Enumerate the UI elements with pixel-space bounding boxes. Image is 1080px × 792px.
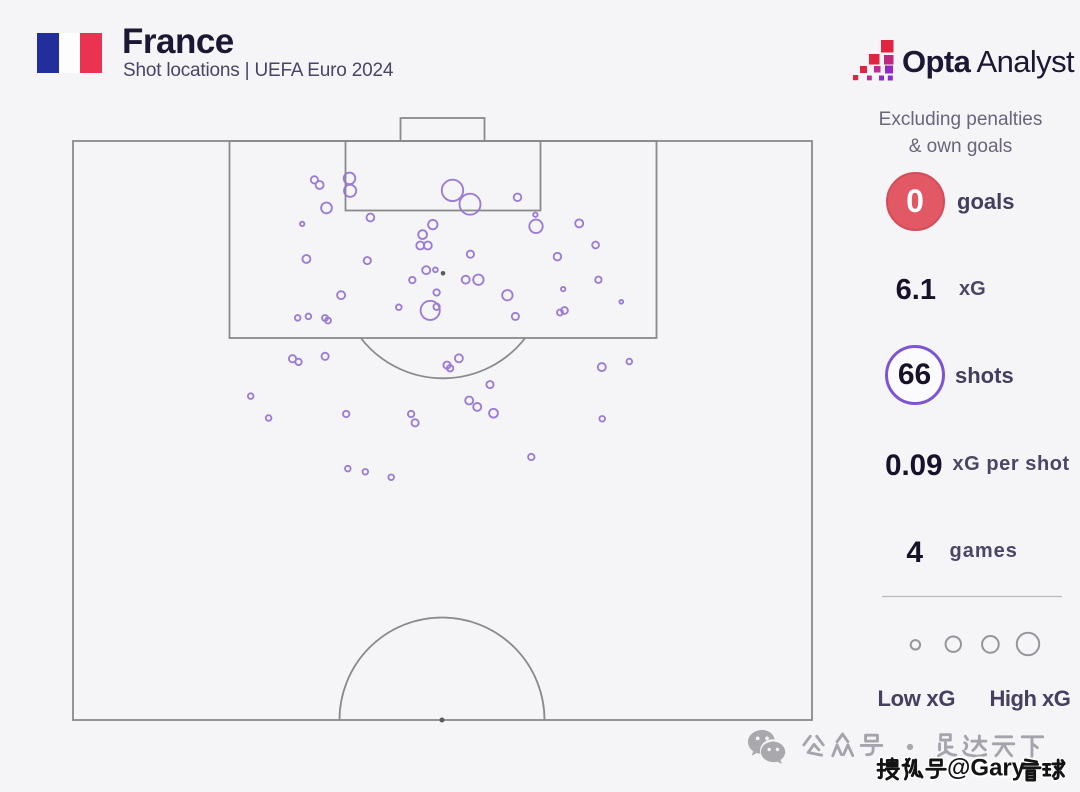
svg-text:@Gary: @Gary bbox=[947, 755, 1026, 782]
